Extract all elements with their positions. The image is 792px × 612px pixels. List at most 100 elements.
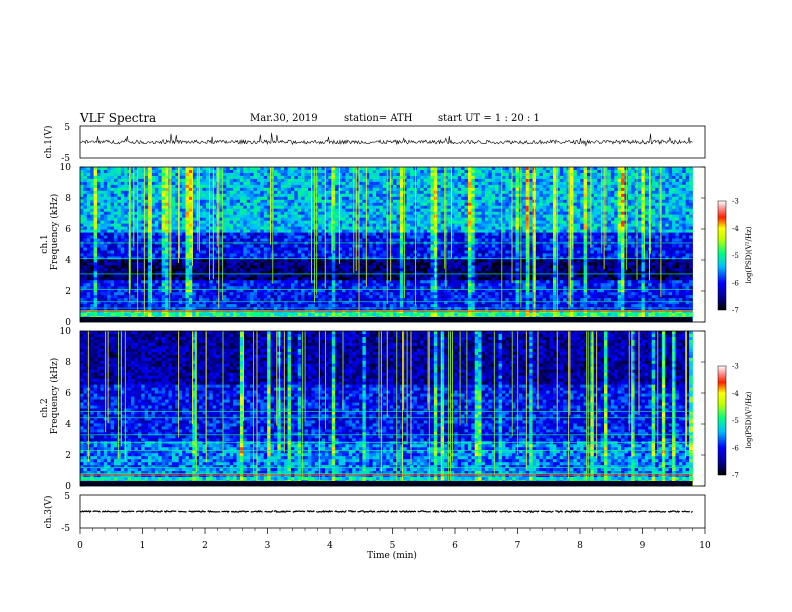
spectrogram-cell bbox=[359, 209, 363, 212]
spectrogram-cell bbox=[138, 209, 142, 212]
spectrogram-cell bbox=[301, 230, 305, 233]
spectrogram-cell bbox=[97, 194, 101, 197]
spectrogram-cell bbox=[230, 262, 234, 265]
spectrogram-cell bbox=[359, 206, 363, 209]
spectrogram-cell bbox=[100, 209, 104, 212]
spectrogram-cell bbox=[277, 313, 281, 316]
spectrogram-cell bbox=[240, 212, 244, 215]
spectrogram-cell bbox=[400, 209, 404, 212]
spectrogram-cell bbox=[114, 236, 118, 239]
spectrogram-cell bbox=[379, 256, 383, 259]
spectrogram-cell bbox=[345, 292, 349, 295]
spectrogram-cell bbox=[175, 268, 179, 271]
spectrogram-cell bbox=[362, 253, 366, 256]
spectrogram-cell bbox=[90, 167, 94, 170]
spectrogram-cell bbox=[220, 304, 224, 307]
spectrogram-cell bbox=[349, 185, 353, 188]
spectrogram-cell bbox=[230, 218, 234, 221]
spectrogram-cell bbox=[131, 218, 135, 221]
spectrogram-cell bbox=[182, 230, 186, 233]
spectrogram-cell bbox=[168, 259, 172, 262]
spectrogram-cell bbox=[305, 179, 309, 182]
spectrogram-cell bbox=[332, 236, 336, 239]
spectrogram-cell bbox=[359, 185, 363, 188]
spectrogram-cell bbox=[254, 239, 258, 242]
spectrogram-cell bbox=[121, 221, 125, 224]
spectrogram-cell bbox=[192, 307, 196, 310]
spectrogram-cell bbox=[305, 239, 309, 242]
spectrogram-cell bbox=[121, 268, 125, 271]
spectrogram-cell bbox=[151, 209, 155, 212]
spectrogram-cell bbox=[165, 218, 169, 221]
spectrogram-cell bbox=[162, 268, 166, 271]
spectrogram-cell bbox=[185, 170, 189, 173]
spectrogram-cell bbox=[223, 227, 227, 230]
spectrogram-cell bbox=[203, 313, 207, 316]
spectrogram-cell bbox=[291, 298, 295, 301]
spectrogram-cell bbox=[90, 209, 94, 212]
spectrogram-cell bbox=[400, 176, 404, 179]
spectrogram-cell bbox=[240, 268, 244, 271]
spectrogram-cell bbox=[345, 280, 349, 283]
spectrogram-cell bbox=[104, 188, 108, 191]
spectrogram-cell bbox=[281, 292, 285, 295]
spectrogram-cell bbox=[165, 182, 169, 185]
spectrogram-cell bbox=[233, 200, 237, 203]
spectrogram-cell bbox=[230, 310, 234, 313]
spectrogram-cell bbox=[369, 247, 373, 250]
spectrogram-cell bbox=[162, 197, 166, 200]
spectrogram-cell bbox=[172, 253, 176, 256]
spectrogram-cell bbox=[277, 203, 281, 206]
spectrogram-cell bbox=[393, 250, 397, 253]
spectrogram-cell bbox=[83, 262, 87, 265]
spectrogram-cell bbox=[332, 182, 336, 185]
spectrogram-cell bbox=[349, 253, 353, 256]
spectrogram-cell bbox=[390, 230, 394, 233]
spectrogram-cell bbox=[100, 253, 104, 256]
spectrogram-cell bbox=[284, 236, 288, 239]
spectrogram-cell bbox=[352, 298, 356, 301]
spectrogram-cell bbox=[281, 298, 285, 301]
spectrogram-cell bbox=[155, 194, 159, 197]
spectrogram-cell bbox=[155, 245, 159, 248]
spectrogram-cell bbox=[390, 304, 394, 307]
spectrogram-cell bbox=[209, 236, 213, 239]
spectrogram-cell bbox=[257, 233, 261, 236]
spectrogram-cell bbox=[230, 307, 234, 310]
spectrogram-cell bbox=[294, 203, 298, 206]
spectrogram-cell bbox=[247, 197, 251, 200]
spectrogram-cell bbox=[373, 206, 377, 209]
spectrogram-cell bbox=[107, 209, 111, 212]
spectrogram-cell bbox=[223, 182, 227, 185]
spectrogram-cell bbox=[189, 283, 193, 286]
spectrogram-cell bbox=[345, 185, 349, 188]
spectrogram-cell bbox=[383, 250, 387, 253]
spectrogram-cell bbox=[396, 286, 400, 289]
spectrogram-cell bbox=[223, 239, 227, 242]
spectrogram-cell bbox=[284, 256, 288, 259]
spectrogram-cell bbox=[359, 259, 363, 262]
spectrogram-cell bbox=[158, 197, 162, 200]
spectrogram-cell bbox=[104, 286, 108, 289]
spectrogram-cell bbox=[94, 262, 98, 265]
spectrogram-cell bbox=[301, 185, 305, 188]
spectrogram-cell bbox=[83, 173, 87, 176]
spectrogram-cell bbox=[94, 295, 98, 298]
spectrogram-cell bbox=[80, 253, 84, 256]
spectrogram-cell bbox=[376, 283, 380, 286]
spectrogram-cell bbox=[335, 191, 339, 194]
spectrogram-cell bbox=[345, 173, 349, 176]
spectrogram-cell bbox=[277, 280, 281, 283]
spectrogram-cell bbox=[257, 274, 261, 277]
spectrogram-cell bbox=[254, 307, 258, 310]
spectrogram-cell bbox=[138, 307, 142, 310]
spectrogram-cell bbox=[87, 280, 91, 283]
spectrogram-cell bbox=[209, 280, 213, 283]
spectrogram-cell bbox=[209, 247, 213, 250]
spectrogram-cell bbox=[400, 230, 404, 233]
spectrogram-cell bbox=[254, 227, 258, 230]
spectrogram-cell bbox=[390, 245, 394, 248]
spectrogram-cell bbox=[223, 233, 227, 236]
spectrogram-cell bbox=[318, 265, 322, 268]
spectrogram-cell bbox=[124, 197, 128, 200]
